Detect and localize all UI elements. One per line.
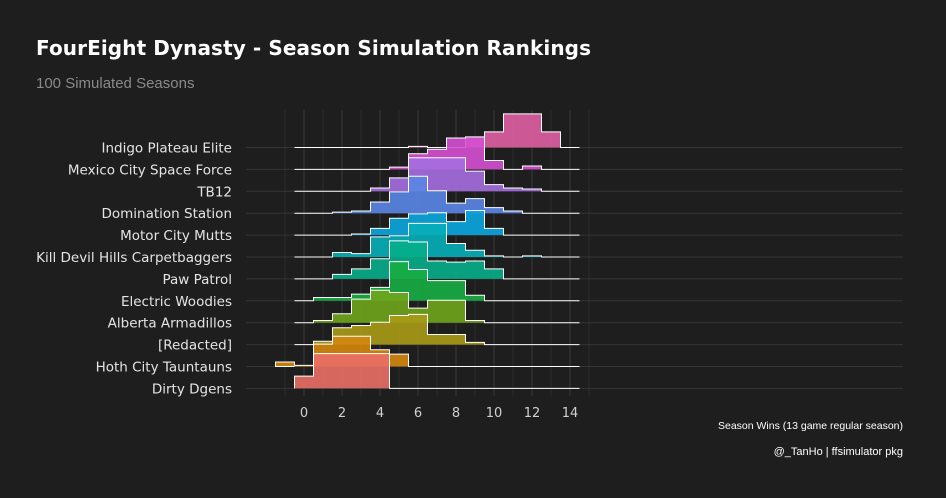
y-axis-label: Paw Patrol xyxy=(162,272,232,288)
ridge-outline xyxy=(294,113,580,148)
ridge-fill xyxy=(313,261,485,301)
ridge-outline xyxy=(294,353,580,389)
chart-title: FourEight Dynasty - Season Simulation Ra… xyxy=(36,36,592,60)
ridge-fill xyxy=(332,223,542,257)
ridge-outline xyxy=(294,157,580,192)
ridge-alberta-armadillos xyxy=(294,289,580,324)
y-axis-label: TB12 xyxy=(196,184,232,200)
chart-caption: @_TanHo | ffsimulator pkg xyxy=(773,446,903,458)
x-tick-label: 12 xyxy=(524,406,541,421)
ridge-fill xyxy=(294,353,390,389)
ridge-outline xyxy=(294,261,580,302)
ridge-kill-devil-hills-carpetbaggers xyxy=(294,222,580,258)
y-axis-label: Domination Station xyxy=(101,206,232,222)
x-tick-label: 8 xyxy=(452,406,460,421)
x-tick-label: 10 xyxy=(486,406,503,421)
ridge-outline xyxy=(294,222,580,258)
x-axis-label: Season Wins (13 game regular season) xyxy=(717,420,903,432)
ridge-paw-patrol xyxy=(294,240,580,280)
ridge-outline xyxy=(294,175,580,214)
y-axis-label: [Redacted] xyxy=(158,338,232,354)
ridge-electric-woodies xyxy=(294,261,580,302)
y-axis-labels: Indigo Plateau Elite Mexico City Space Fo… xyxy=(36,141,232,398)
ridge-outline xyxy=(294,209,580,236)
chart-subtitle: 100 Simulated Seasons xyxy=(36,75,195,92)
ridge-fill xyxy=(332,240,504,279)
y-axis-label: Motor City Mutts xyxy=(120,228,232,244)
ridge-fill xyxy=(313,290,485,323)
ridge-outline xyxy=(294,240,580,280)
x-tick-label: 2 xyxy=(338,406,346,421)
x-tick-label: 6 xyxy=(414,406,422,421)
ridge-series xyxy=(275,113,580,389)
y-axis-label: Mexico City Space Force xyxy=(68,162,232,178)
ridge-fill xyxy=(370,157,542,192)
y-axis-label: Indigo Plateau Elite xyxy=(102,141,233,157)
x-tick-label: 14 xyxy=(562,406,579,421)
ridge-outline xyxy=(275,335,580,367)
ridge-outline xyxy=(294,289,580,324)
ridge-tb12 xyxy=(294,157,580,192)
y-axis-label: Kill Devil Hills Carpetbaggers xyxy=(36,250,232,266)
ridge-indigo-plateau-elite xyxy=(294,113,580,148)
x-tick-label: 4 xyxy=(376,406,384,421)
ridge-domination-station xyxy=(294,175,580,214)
ridge-motor-city-mutts xyxy=(294,209,580,236)
y-axis-label: Electric Woodies xyxy=(121,294,232,310)
ridge-fill xyxy=(332,176,523,214)
x-tick-label: 0 xyxy=(300,406,308,421)
ridge-dirty-dgens xyxy=(294,353,580,389)
y-axis-label: Dirty Dgens xyxy=(152,381,232,397)
ridge-fill xyxy=(408,113,561,148)
y-axis-label: Hoth City Tauntauns xyxy=(96,360,232,376)
y-axis-label: Alberta Armadillos xyxy=(108,316,232,332)
x-axis-ticks: 0 2 4 6 8 10 12 14 xyxy=(300,406,578,421)
